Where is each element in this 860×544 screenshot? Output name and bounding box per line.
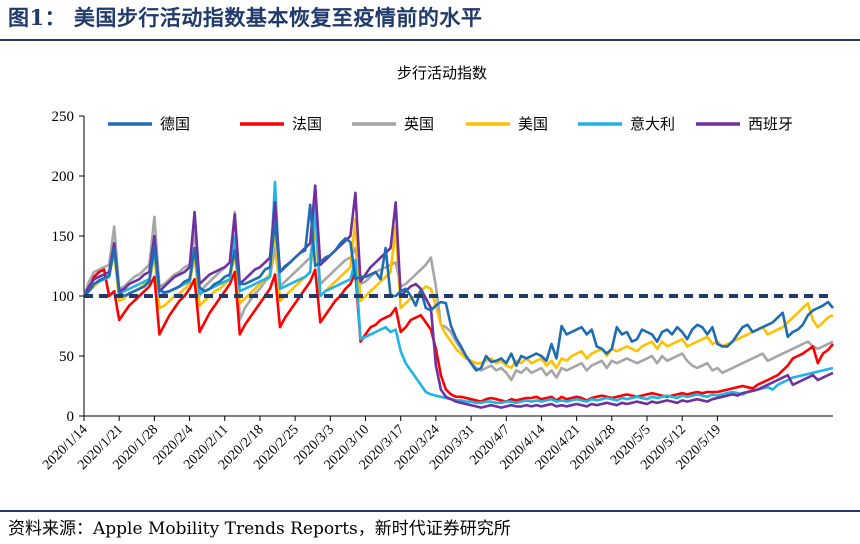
y-tick-label: 50 — [59, 349, 74, 365]
figure-title: 图1： 美国步行活动指数基本恢复至疫情前的水平 — [8, 5, 483, 30]
series-line-0 — [83, 203, 834, 372]
title-divider — [0, 39, 860, 41]
series-line-2 — [82, 210, 834, 382]
legend-label: 意大利 — [630, 115, 675, 133]
legend-label: 法国 — [292, 115, 322, 133]
y-tick-label: 100 — [52, 289, 75, 305]
legend-label: 英国 — [404, 115, 434, 133]
chart-legend: 德国 法国 英国 美国 意大利 西班牙 — [108, 115, 793, 133]
series-lines — [82, 180, 834, 409]
legend-label: 西班牙 — [748, 115, 793, 133]
y-tick-label: 0 — [67, 409, 75, 425]
y-tick-label: 150 — [52, 229, 75, 245]
source-divider — [0, 510, 860, 512]
source-note: 资料来源：Apple Mobility Trends Reports，新时代证券… — [8, 519, 511, 539]
chart-title: 步行活动指数 — [397, 64, 487, 82]
series-line-1 — [82, 268, 834, 403]
legend-label: 德国 — [160, 115, 190, 133]
legend-label: 美国 — [518, 115, 548, 133]
series-line-5 — [82, 184, 834, 409]
y-tick-label: 200 — [52, 169, 75, 185]
y-tick-label: 250 — [52, 109, 75, 125]
